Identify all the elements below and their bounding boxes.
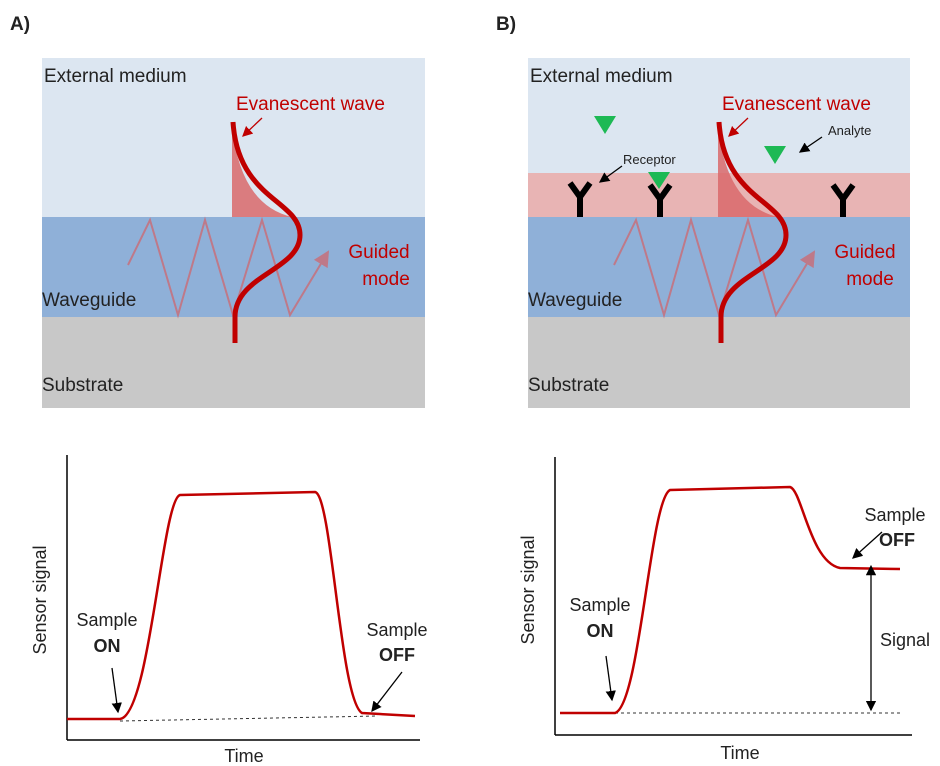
annotation: Sample	[864, 505, 925, 525]
signal-curve	[560, 485, 901, 715]
guided-ray	[127, 216, 330, 319]
evanescent-area	[718, 125, 778, 217]
arrow	[371, 671, 403, 713]
panel-label: B)	[496, 14, 516, 35]
waveguide-layer	[528, 217, 910, 317]
label: mode	[362, 269, 410, 290]
label: mode	[846, 269, 894, 290]
mode-profile	[230, 121, 303, 343]
label: Evanescent wave	[722, 94, 871, 115]
arrow	[598, 165, 623, 183]
annotation: Signal	[880, 630, 930, 650]
label: Waveguide	[42, 290, 136, 311]
x-label: Time	[224, 746, 263, 766]
receptor-icon	[567, 181, 593, 217]
evanescent-area	[232, 125, 292, 217]
annotation: ON	[94, 636, 121, 656]
label: Waveguide	[528, 290, 622, 311]
arrow	[242, 117, 263, 137]
analyte-icon	[764, 146, 786, 164]
label: Receptor	[623, 152, 676, 167]
mode-profile	[716, 121, 789, 343]
annotation: Sample	[76, 610, 137, 630]
baseline	[119, 715, 379, 722]
guided-ray	[613, 216, 816, 319]
receptor-icon	[647, 183, 673, 217]
panel-b: B) Receptor Analyte External medium Evan…	[496, 14, 930, 763]
receptor-icon	[830, 183, 856, 217]
y-label: Sensor signal	[518, 535, 538, 644]
waveguide-layer	[42, 217, 425, 317]
arrow	[728, 117, 749, 137]
panel-a: A) External medium Evanescent wave Guide…	[10, 14, 428, 766]
arrow	[798, 136, 823, 153]
arrow	[605, 655, 616, 702]
label: External medium	[44, 66, 187, 87]
analyte-icon	[594, 116, 616, 134]
label: Guided	[348, 242, 409, 263]
label: Substrate	[42, 375, 123, 396]
annotation: Sample	[569, 595, 630, 615]
annotation: OFF	[379, 645, 415, 665]
label: Guided	[834, 242, 895, 263]
label: Evanescent wave	[236, 94, 385, 115]
annotation: Sample	[366, 620, 427, 640]
arrow	[111, 667, 122, 714]
arrow	[852, 531, 883, 559]
annotation: ON	[587, 621, 614, 641]
label: Substrate	[528, 375, 609, 396]
label: External medium	[530, 66, 673, 87]
y-label: Sensor signal	[30, 545, 50, 654]
signal-curve	[67, 490, 416, 721]
panel-label: A)	[10, 14, 30, 35]
label: Analyte	[828, 123, 871, 138]
analyte-icon	[648, 172, 670, 189]
x-label: Time	[720, 743, 759, 763]
annotation: OFF	[879, 530, 915, 550]
